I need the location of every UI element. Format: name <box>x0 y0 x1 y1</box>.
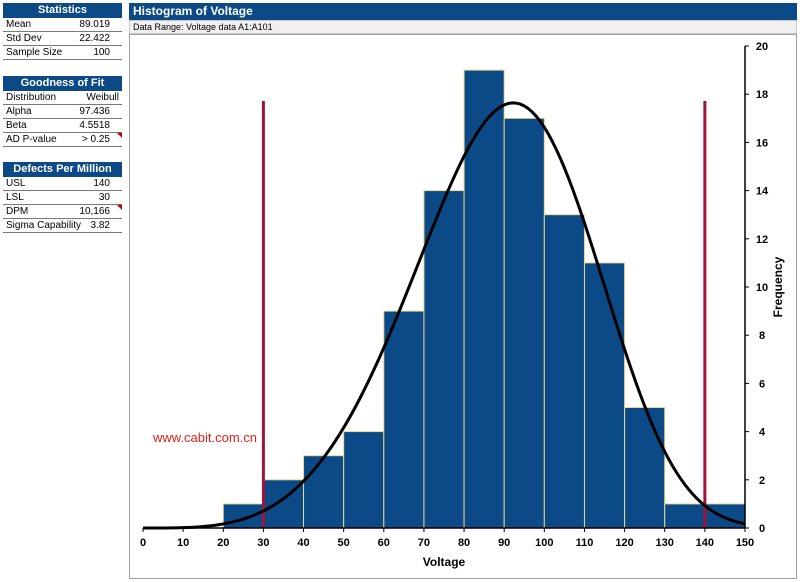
chart-title: Histogram of Voltage <box>129 3 797 20</box>
comment-flag-icon[interactable] <box>117 133 122 138</box>
histogram-bar <box>503 117 545 529</box>
data-range-label: Data Range: Voltage data A1:A101 <box>129 20 797 34</box>
fit-row-alpha: Alpha 97.436 <box>3 105 122 119</box>
x-tick-label: 40 <box>297 537 309 549</box>
dpm-row-lsl: LSL 30 <box>3 191 122 205</box>
histogram-bar <box>543 214 585 529</box>
stat-label: Sample Size <box>6 47 63 58</box>
dpm-label: Sigma Capability <box>6 220 82 231</box>
y-tick-label: 8 <box>759 330 765 342</box>
x-axis-title: Voltage <box>423 555 466 569</box>
x-tick-label: 80 <box>458 537 470 549</box>
statistics-title: Statistics <box>3 3 122 18</box>
x-tick-label: 10 <box>177 537 189 549</box>
y-tick-label: 0 <box>759 523 765 535</box>
y-axis-title: Frequency <box>771 256 785 317</box>
fit-value: 4.5518 <box>79 120 110 131</box>
stat-row-sample-size: Sample Size 100 <box>3 46 122 60</box>
stat-row-mean: Mean 89.019 <box>3 18 122 32</box>
histogram-bar <box>704 503 746 529</box>
x-tick-label: 60 <box>378 537 390 549</box>
histogram-bar <box>583 262 626 529</box>
histogram-bar <box>343 431 385 529</box>
x-tick-label: 140 <box>696 537 714 549</box>
dpm-row-usl: USL 140 <box>3 177 122 191</box>
histogram-bar <box>383 310 425 529</box>
dpm-value: 30 <box>98 192 110 203</box>
fit-value: 97.436 <box>79 106 110 117</box>
fit-value: Weibull <box>86 92 119 103</box>
stat-value: 100 <box>93 47 110 58</box>
fit-curve <box>143 101 746 530</box>
plot-frame <box>129 34 797 579</box>
x-tick-label: 100 <box>535 537 553 549</box>
x-tick-label: 150 <box>736 537 754 549</box>
fit-label: AD P-value <box>6 134 57 145</box>
x-tick-label: 70 <box>418 537 430 549</box>
dpm-label: USL <box>6 178 26 189</box>
fit-label: Distribution <box>6 92 57 103</box>
y-tick-label: 6 <box>759 378 765 390</box>
dpm-label: LSL <box>6 192 24 203</box>
fit-row-ad-pvalue: AD P-value > 0.25 <box>3 133 122 147</box>
stat-value: 89.019 <box>79 19 110 30</box>
histogram-bar <box>262 479 305 529</box>
dpm-value: 140 <box>93 178 110 189</box>
x-tick-label: 50 <box>338 537 350 549</box>
fit-row-distribution: Distribution Weibull <box>3 91 122 105</box>
dpm-label: DPM <box>6 206 29 217</box>
fit-label: Alpha <box>6 106 32 117</box>
goodness-of-fit-panel: Goodness of Fit Distribution Weibull Alp… <box>3 76 122 147</box>
y-tick-label: 2 <box>759 475 765 487</box>
histogram-bar <box>463 69 505 529</box>
x-tick-label: 130 <box>656 537 674 549</box>
y-tick-label: 14 <box>756 186 769 198</box>
histogram-bar <box>222 503 264 529</box>
x-tick-label: 0 <box>140 537 146 549</box>
stat-value: 22.422 <box>79 33 110 44</box>
histogram-bar <box>624 407 666 529</box>
y-tick-label: 18 <box>756 89 768 101</box>
x-tick-label: 90 <box>498 537 510 549</box>
defects-per-million-panel: Defects Per Million USL 140 LSL 30 DPM 1… <box>3 162 122 233</box>
defects-per-million-title: Defects Per Million <box>3 162 122 177</box>
stat-label: Mean <box>6 19 32 30</box>
y-tick-label: 12 <box>756 234 768 246</box>
watermark: www.cabit.com.cn <box>153 430 258 445</box>
statistics-panel: Statistics Mean 89.019 Std Dev 22.422 Sa… <box>3 3 122 60</box>
y-tick-label: 4 <box>759 427 766 439</box>
histogram-bar <box>423 190 465 529</box>
dpm-value: 3.82 <box>90 220 110 231</box>
x-tick-label: 120 <box>615 537 633 549</box>
stat-row-stddev: Std Dev 22.422 <box>3 32 122 46</box>
dpm-row-sigma-capability: Sigma Capability 3.82 <box>3 219 122 233</box>
y-tick-label: 16 <box>756 137 768 149</box>
x-tick-label: 30 <box>257 537 269 549</box>
dpm-value: 10,166 <box>79 206 110 217</box>
goodness-of-fit-title: Goodness of Fit <box>3 76 122 91</box>
fit-label: Beta <box>6 120 27 131</box>
x-tick-label: 110 <box>576 537 594 549</box>
dpm-row-dpm: DPM 10,166 <box>3 205 122 219</box>
y-tick-label: 10 <box>756 282 768 294</box>
histogram-bar <box>303 455 345 529</box>
histogram-bar <box>664 503 706 529</box>
fit-value: > 0.25 <box>81 134 110 145</box>
y-tick-label: 20 <box>756 41 768 53</box>
comment-flag-icon[interactable] <box>117 205 122 210</box>
stat-label: Std Dev <box>6 33 42 44</box>
fit-row-beta: Beta 4.5518 <box>3 119 122 133</box>
x-tick-label: 20 <box>217 537 229 549</box>
